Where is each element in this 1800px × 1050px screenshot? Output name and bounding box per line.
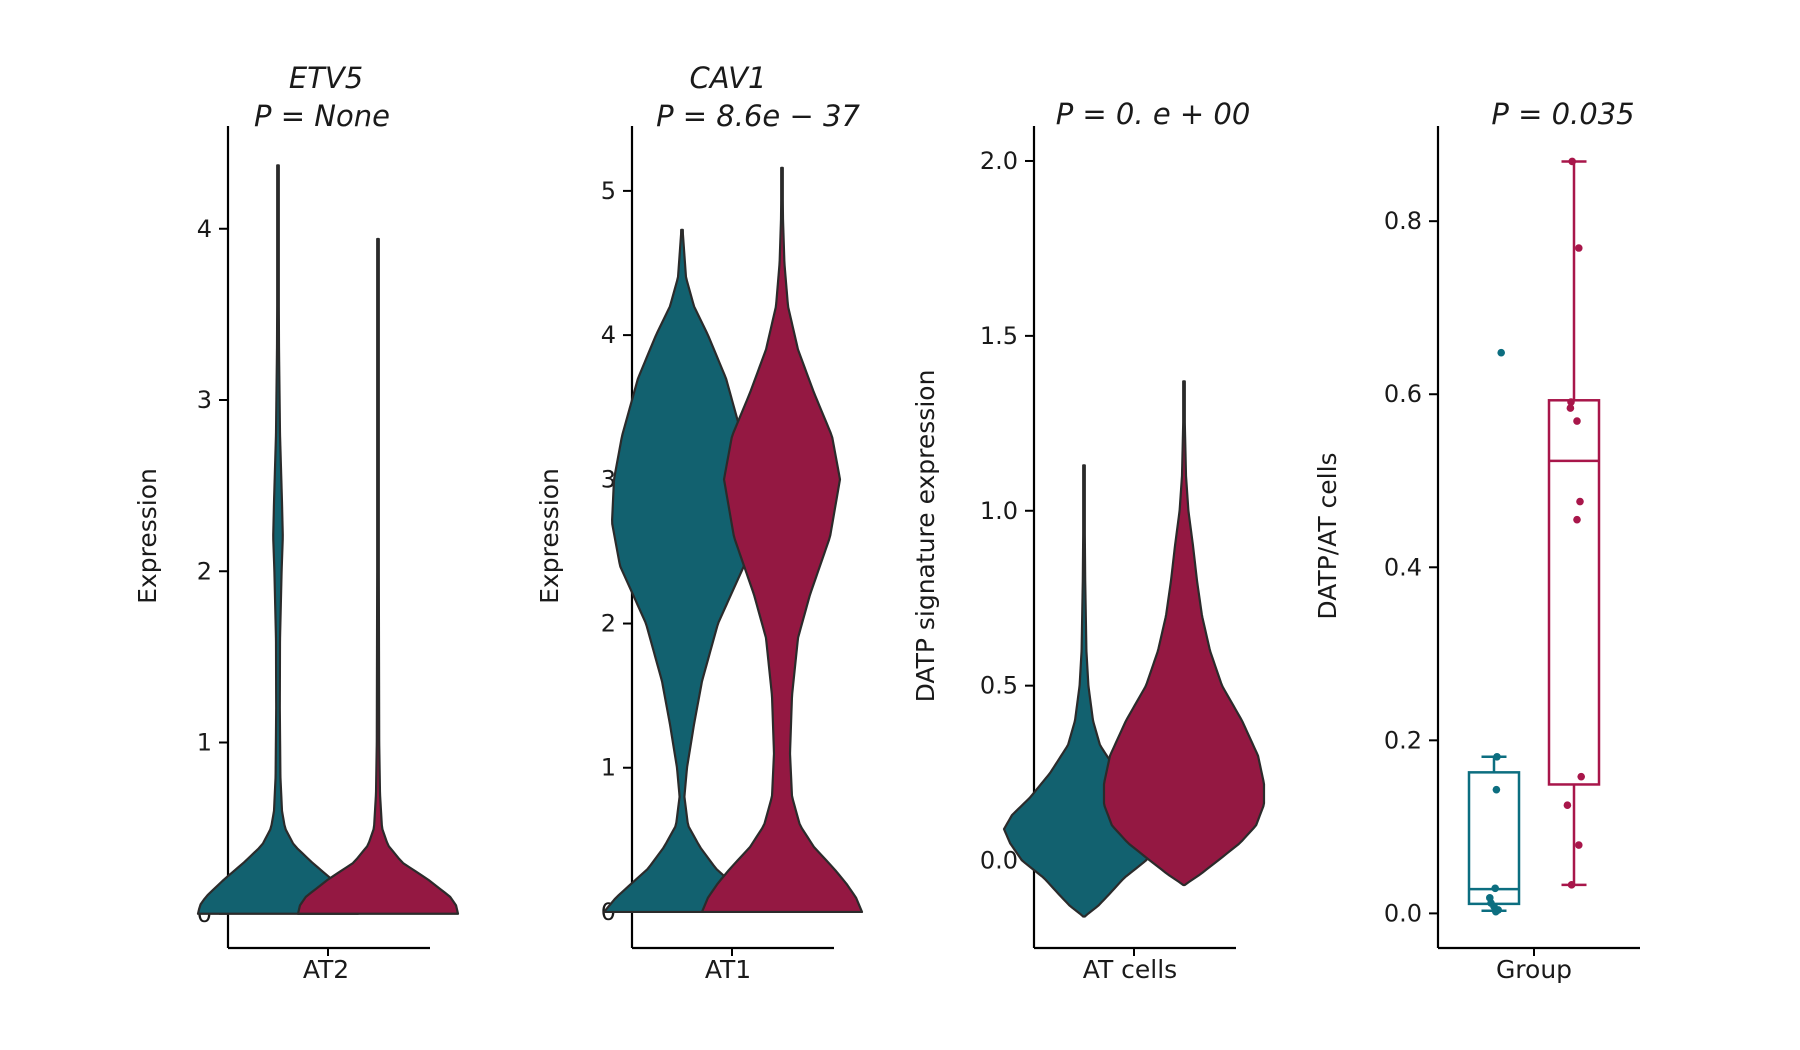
panel-title-p-value: P = 8.6e − 37 bbox=[656, 99, 860, 133]
etv5-violin-panel: ETV5 P = None AT2 Expression 01234 bbox=[133, 61, 460, 984]
panel-title-p-value: P = 0. e + 00 bbox=[1056, 97, 1251, 131]
panel-title-gene: ETV5 bbox=[289, 61, 363, 95]
y-tick-label: 2.0 bbox=[980, 147, 1018, 175]
y-tick-label: 1 bbox=[601, 754, 616, 782]
y-axis-label: DATP/AT cells bbox=[1313, 452, 1342, 619]
violin-shape bbox=[602, 228, 762, 914]
y-tick-label: 2 bbox=[197, 557, 212, 585]
y-axis-label: DATP signature expression bbox=[911, 370, 940, 703]
datp-signature-violin-panel: P = 0. e + 00 AT cells DATP signature ex… bbox=[911, 97, 1266, 984]
y-tick-label: 3 bbox=[197, 386, 212, 414]
y-tick-label: 0.4 bbox=[1384, 553, 1422, 581]
y-tick-label: 3 bbox=[601, 465, 616, 493]
y-tick-label: 0.8 bbox=[1384, 207, 1422, 235]
box-iqr bbox=[1547, 399, 1601, 786]
data-point bbox=[1491, 884, 1499, 893]
data-point bbox=[1576, 497, 1584, 506]
y-tick-label: 0.2 bbox=[1384, 726, 1422, 754]
data-point bbox=[1567, 881, 1576, 889]
y-axis-label: Expression bbox=[535, 468, 564, 604]
y-tick-label: 0.5 bbox=[980, 672, 1018, 700]
panel-title-p-value: P = 0.035 bbox=[1491, 97, 1634, 131]
y-tick-label: 4 bbox=[601, 321, 616, 349]
x-axis-label: AT cells bbox=[1083, 955, 1177, 984]
y-tick-label: 4 bbox=[197, 215, 212, 243]
violin-shape bbox=[296, 237, 460, 915]
violin-shape bbox=[700, 166, 864, 914]
violin-shape bbox=[1102, 380, 1266, 887]
y-tick-label: 1.0 bbox=[980, 497, 1018, 525]
data-point bbox=[1567, 398, 1575, 406]
data-point bbox=[1493, 752, 1501, 761]
violin-shape bbox=[196, 164, 360, 915]
data-point bbox=[1563, 801, 1572, 810]
cav1-violin-panel: CAV1 P = 8.6e − 37 AT1 Expression 012345 bbox=[535, 61, 864, 984]
data-point bbox=[1492, 907, 1500, 916]
panel-title-gene: CAV1 bbox=[690, 61, 767, 95]
datp-fraction-box-panel: P = 0.035 Group DATP/AT cells 0.0 0.2 0.4 0… bbox=[1313, 97, 1640, 984]
data-point bbox=[1573, 515, 1581, 524]
y-tick-label: 5 bbox=[601, 177, 616, 205]
data-point bbox=[1577, 772, 1585, 781]
data-point bbox=[1575, 841, 1583, 849]
data-point bbox=[1568, 157, 1576, 166]
data-point bbox=[1492, 785, 1501, 794]
y-tick-label: 0.0 bbox=[980, 847, 1018, 875]
y-axis-label: Expression bbox=[133, 468, 162, 604]
data-point bbox=[1566, 404, 1575, 412]
y-tick-label: 2 bbox=[601, 610, 616, 638]
x-axis-label: Group bbox=[1496, 955, 1572, 984]
y-tick-label: 0.6 bbox=[1384, 380, 1422, 408]
x-axis-label: AT2 bbox=[303, 955, 349, 984]
data-point bbox=[1497, 348, 1505, 357]
panel-title-p-value: P = None bbox=[254, 99, 390, 133]
x-axis-label: AT1 bbox=[705, 955, 751, 984]
y-tick-label: 1.5 bbox=[980, 322, 1018, 350]
y-tick-label: 0.0 bbox=[1384, 899, 1422, 927]
y-tick-label: 1 bbox=[197, 729, 212, 757]
data-point bbox=[1575, 244, 1583, 252]
data-point bbox=[1573, 417, 1581, 425]
